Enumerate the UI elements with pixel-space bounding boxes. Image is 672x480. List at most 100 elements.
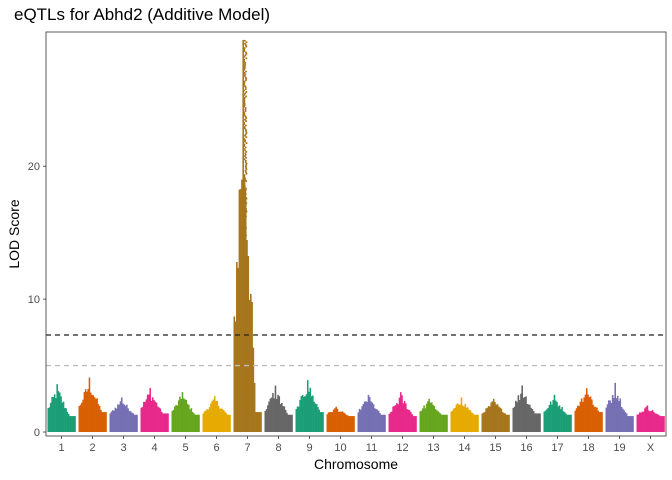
lod-column bbox=[339, 411, 341, 433]
lod-column bbox=[344, 413, 346, 433]
lod-column bbox=[194, 414, 196, 433]
peak-point bbox=[243, 47, 246, 50]
lod-column bbox=[79, 404, 82, 433]
lod-column bbox=[136, 414, 138, 433]
lod-column bbox=[516, 402, 518, 433]
lod-column bbox=[467, 407, 469, 433]
lod-column bbox=[313, 401, 315, 433]
lod-column bbox=[150, 400, 153, 433]
lod-column bbox=[50, 402, 52, 433]
lod-column bbox=[526, 404, 529, 433]
lod-column bbox=[455, 404, 458, 433]
lod-column bbox=[461, 405, 464, 433]
lod-column bbox=[408, 410, 411, 433]
lod-column bbox=[655, 413, 658, 433]
peak-point bbox=[243, 403, 246, 406]
lod-column bbox=[472, 413, 474, 433]
chromosome-18-points bbox=[574, 388, 603, 433]
lod-column bbox=[491, 401, 494, 433]
lod-column bbox=[376, 409, 379, 433]
x-tick-label: X bbox=[647, 442, 655, 454]
peak-point bbox=[245, 266, 248, 269]
peak-point bbox=[244, 323, 246, 326]
lod-column bbox=[224, 411, 226, 433]
lod-column bbox=[122, 403, 124, 433]
lod-column bbox=[394, 405, 397, 433]
lod-column bbox=[349, 416, 351, 433]
lod-column bbox=[67, 414, 70, 433]
lod-column bbox=[212, 399, 215, 433]
peak-point bbox=[243, 359, 246, 362]
y-tick-label: 10 bbox=[28, 294, 40, 306]
lod-column bbox=[592, 404, 594, 433]
lod-column bbox=[179, 396, 181, 433]
peak-point bbox=[245, 142, 248, 145]
peak-point bbox=[247, 408, 250, 411]
lod-column bbox=[283, 406, 286, 433]
lod-column bbox=[646, 405, 649, 433]
lod-column bbox=[69, 416, 71, 433]
lod-column bbox=[650, 410, 653, 433]
lod-column bbox=[443, 414, 446, 433]
peak-point bbox=[243, 39, 246, 42]
lod-column bbox=[182, 398, 185, 433]
peak-point bbox=[244, 128, 247, 131]
lod-column bbox=[537, 413, 540, 433]
peak-point bbox=[243, 143, 246, 146]
peak-point bbox=[243, 314, 246, 317]
lod-column bbox=[189, 409, 191, 433]
lod-column bbox=[632, 416, 634, 433]
lod-column bbox=[225, 413, 227, 433]
lod-column bbox=[343, 412, 345, 433]
lod-column bbox=[429, 402, 432, 433]
peak-point bbox=[244, 231, 247, 234]
lod-column bbox=[391, 411, 393, 433]
peak-point bbox=[244, 295, 247, 298]
lod-column bbox=[95, 398, 97, 433]
lod-column bbox=[348, 416, 350, 433]
lod-column bbox=[415, 416, 417, 433]
peak-point bbox=[243, 383, 246, 386]
x-tick-label: 4 bbox=[151, 442, 157, 454]
lod-column bbox=[360, 409, 362, 433]
peak-point bbox=[243, 80, 246, 83]
lod-column bbox=[247, 256, 250, 433]
peak-point bbox=[244, 264, 247, 267]
lod-column bbox=[83, 392, 86, 433]
lod-column bbox=[117, 404, 119, 433]
peak-point bbox=[244, 200, 247, 203]
lod-column bbox=[594, 407, 597, 433]
peak-point bbox=[245, 305, 247, 308]
lod-column bbox=[56, 384, 58, 433]
lod-column bbox=[644, 408, 646, 433]
lod-column bbox=[315, 404, 318, 433]
lod-column bbox=[577, 405, 579, 433]
lod-column bbox=[428, 398, 430, 433]
lod-column bbox=[115, 408, 118, 433]
lod-column bbox=[134, 414, 137, 433]
lod-column bbox=[587, 394, 589, 433]
lod-column bbox=[527, 404, 530, 433]
lod-column bbox=[188, 405, 190, 433]
lod-column bbox=[583, 397, 585, 433]
lod-column bbox=[410, 412, 412, 433]
chromosome-13-points bbox=[419, 398, 448, 433]
lod-column bbox=[422, 408, 424, 433]
lod-column bbox=[186, 403, 189, 433]
lod-column bbox=[272, 393, 274, 433]
lod-column bbox=[219, 408, 221, 433]
lod-column bbox=[268, 401, 270, 433]
lod-column bbox=[238, 189, 241, 433]
lod-column bbox=[281, 402, 283, 433]
peak-point bbox=[244, 199, 247, 202]
peak-point bbox=[245, 240, 248, 243]
x-tick-label: 19 bbox=[613, 442, 625, 454]
lod-column bbox=[610, 402, 613, 433]
lod-column bbox=[306, 380, 309, 433]
lod-column bbox=[153, 400, 155, 433]
plot-panel-border bbox=[45, 31, 667, 437]
lod-column bbox=[532, 411, 535, 433]
peak-point bbox=[243, 111, 246, 114]
lod-column bbox=[641, 411, 644, 433]
